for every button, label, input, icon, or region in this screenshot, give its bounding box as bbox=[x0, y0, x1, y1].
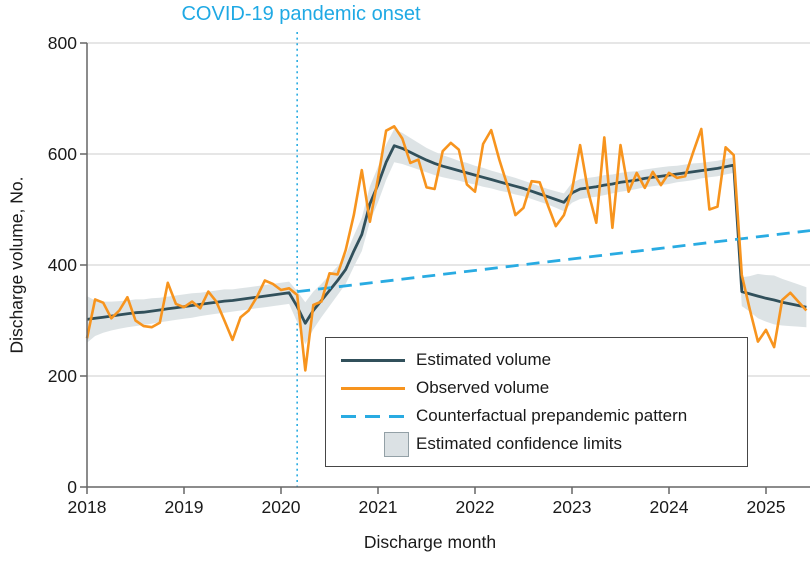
counterfactual-line bbox=[297, 229, 810, 294]
legend-item-estimated: Estimated volume bbox=[341, 346, 747, 374]
x-tick-label-2024: 2024 bbox=[649, 497, 689, 517]
legend-item-observed: Observed volume bbox=[341, 374, 747, 402]
legend-label: Counterfactual prepandemic pattern bbox=[416, 406, 688, 425]
x-tick-label-2020: 2020 bbox=[261, 497, 301, 517]
x-tick-label-2022: 2022 bbox=[455, 497, 495, 517]
pandemic-onset-annotation-label: COVID-19 pandemic onset bbox=[181, 3, 421, 25]
y-tick-label-800: 800 bbox=[47, 33, 77, 53]
y-tick-label-200: 200 bbox=[47, 366, 77, 386]
x-tick-label-2021: 2021 bbox=[358, 497, 398, 517]
legend-label: Observed volume bbox=[416, 378, 550, 397]
observed-line-sample bbox=[341, 386, 405, 390]
confidence-band bbox=[87, 129, 807, 345]
y-tick-label-0: 0 bbox=[67, 477, 77, 497]
y-tick-label-400: 400 bbox=[47, 255, 77, 275]
observed-line bbox=[85, 125, 808, 372]
x-tick-label-2025: 2025 bbox=[746, 497, 786, 517]
estimated-line-sample bbox=[341, 358, 405, 362]
legend-label: Estimated confidence limits bbox=[416, 434, 622, 453]
legend-box: Estimated volume Observed volume Counter… bbox=[325, 337, 748, 467]
x-axis-title: Discharge month bbox=[363, 532, 497, 552]
counterfactual-line-sample bbox=[341, 414, 405, 418]
y-tick-label-600: 600 bbox=[47, 144, 77, 164]
legend-item-counterfactual: Counterfactual prepandemic pattern bbox=[341, 402, 747, 430]
legend-item-confidence: Estimated confidence limits bbox=[341, 430, 747, 458]
x-tick-label-2023: 2023 bbox=[552, 497, 592, 517]
legend-label: Estimated volume bbox=[416, 350, 552, 369]
confidence-band-sample bbox=[341, 431, 409, 457]
x-tick-label-2018: 2018 bbox=[67, 497, 107, 517]
y-axis-title: Discharge volume, No. bbox=[6, 176, 27, 354]
x-tick-label-2019: 2019 bbox=[164, 497, 204, 517]
